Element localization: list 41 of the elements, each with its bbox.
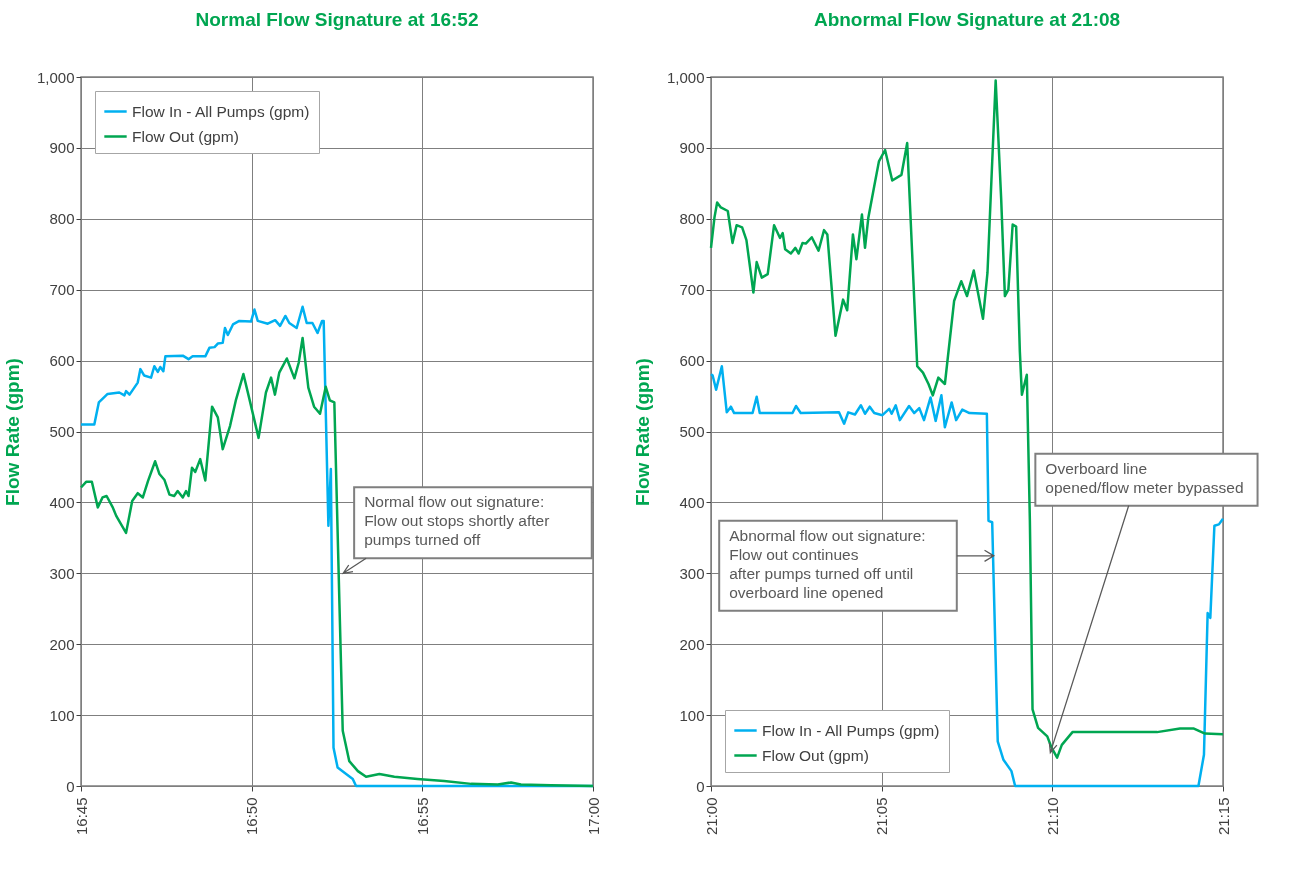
chart-title: Normal Flow Signature at 16:52 xyxy=(195,9,479,30)
y-tick-label: 900 xyxy=(679,139,705,157)
y-tick-label: 700 xyxy=(49,281,75,299)
chart-title: Abnormal Flow Signature at 21:08 xyxy=(813,9,1121,30)
y-tick-label: 200 xyxy=(679,635,705,653)
y-tick-label: 600 xyxy=(49,352,75,370)
x-tick-label: 21:15 xyxy=(1214,797,1232,836)
y-tick-label: 400 xyxy=(679,493,705,511)
y-tick-label: 300 xyxy=(49,564,75,582)
y-tick-label: 900 xyxy=(49,139,75,157)
y-axis-title: Flow Rate (gpm) xyxy=(1,358,23,506)
x-tick-label: 16:45 xyxy=(72,797,90,836)
annotation: Overboard line opened/flow meter bypassed xyxy=(1045,459,1244,496)
y-tick-label: 1,000 xyxy=(666,68,705,86)
y-tick-label: 800 xyxy=(679,210,705,228)
annotation: Abnormal flow out signature: Flow out continues after pumps turned off until overboard line opened xyxy=(729,526,926,601)
y-tick-label: 300 xyxy=(679,564,705,582)
y-tick-label: 700 xyxy=(679,281,705,299)
y-tick-label: 600 xyxy=(679,352,705,370)
x-tick-label: 16:50 xyxy=(243,797,261,836)
y-axis-title: Flow Rate (gpm) xyxy=(631,358,653,506)
y-tick-label: 500 xyxy=(679,423,705,440)
y-tick-label: 0 xyxy=(696,777,705,795)
y-tick-label: 800 xyxy=(49,210,75,228)
x-tick-label: 16:55 xyxy=(413,797,431,836)
legend-label: Flow In - All Pumps (gpm) xyxy=(132,102,310,120)
x-tick-label: 21:05 xyxy=(873,797,891,836)
y-tick-label: 100 xyxy=(49,706,75,724)
y-tick-label: 100 xyxy=(679,706,705,724)
legend-label: Flow Out (gpm) xyxy=(762,746,869,764)
legend-label: Flow In - All Pumps (gpm) xyxy=(762,721,940,739)
y-tick-label: 0 xyxy=(66,777,75,795)
y-tick-label: 500 xyxy=(49,423,75,440)
x-tick-label: 21:10 xyxy=(1043,797,1061,836)
annotation: Normal flow out signature: Flow out stops shortly after pumps turned off xyxy=(364,493,550,549)
legend-label: Flow Out (gpm) xyxy=(132,127,239,145)
x-tick-label: 17:00 xyxy=(584,797,602,836)
y-tick-label: 1,000 xyxy=(36,68,75,86)
x-tick-label: 21:00 xyxy=(702,797,720,836)
y-tick-label: 400 xyxy=(49,493,75,511)
y-tick-label: 200 xyxy=(49,635,75,653)
